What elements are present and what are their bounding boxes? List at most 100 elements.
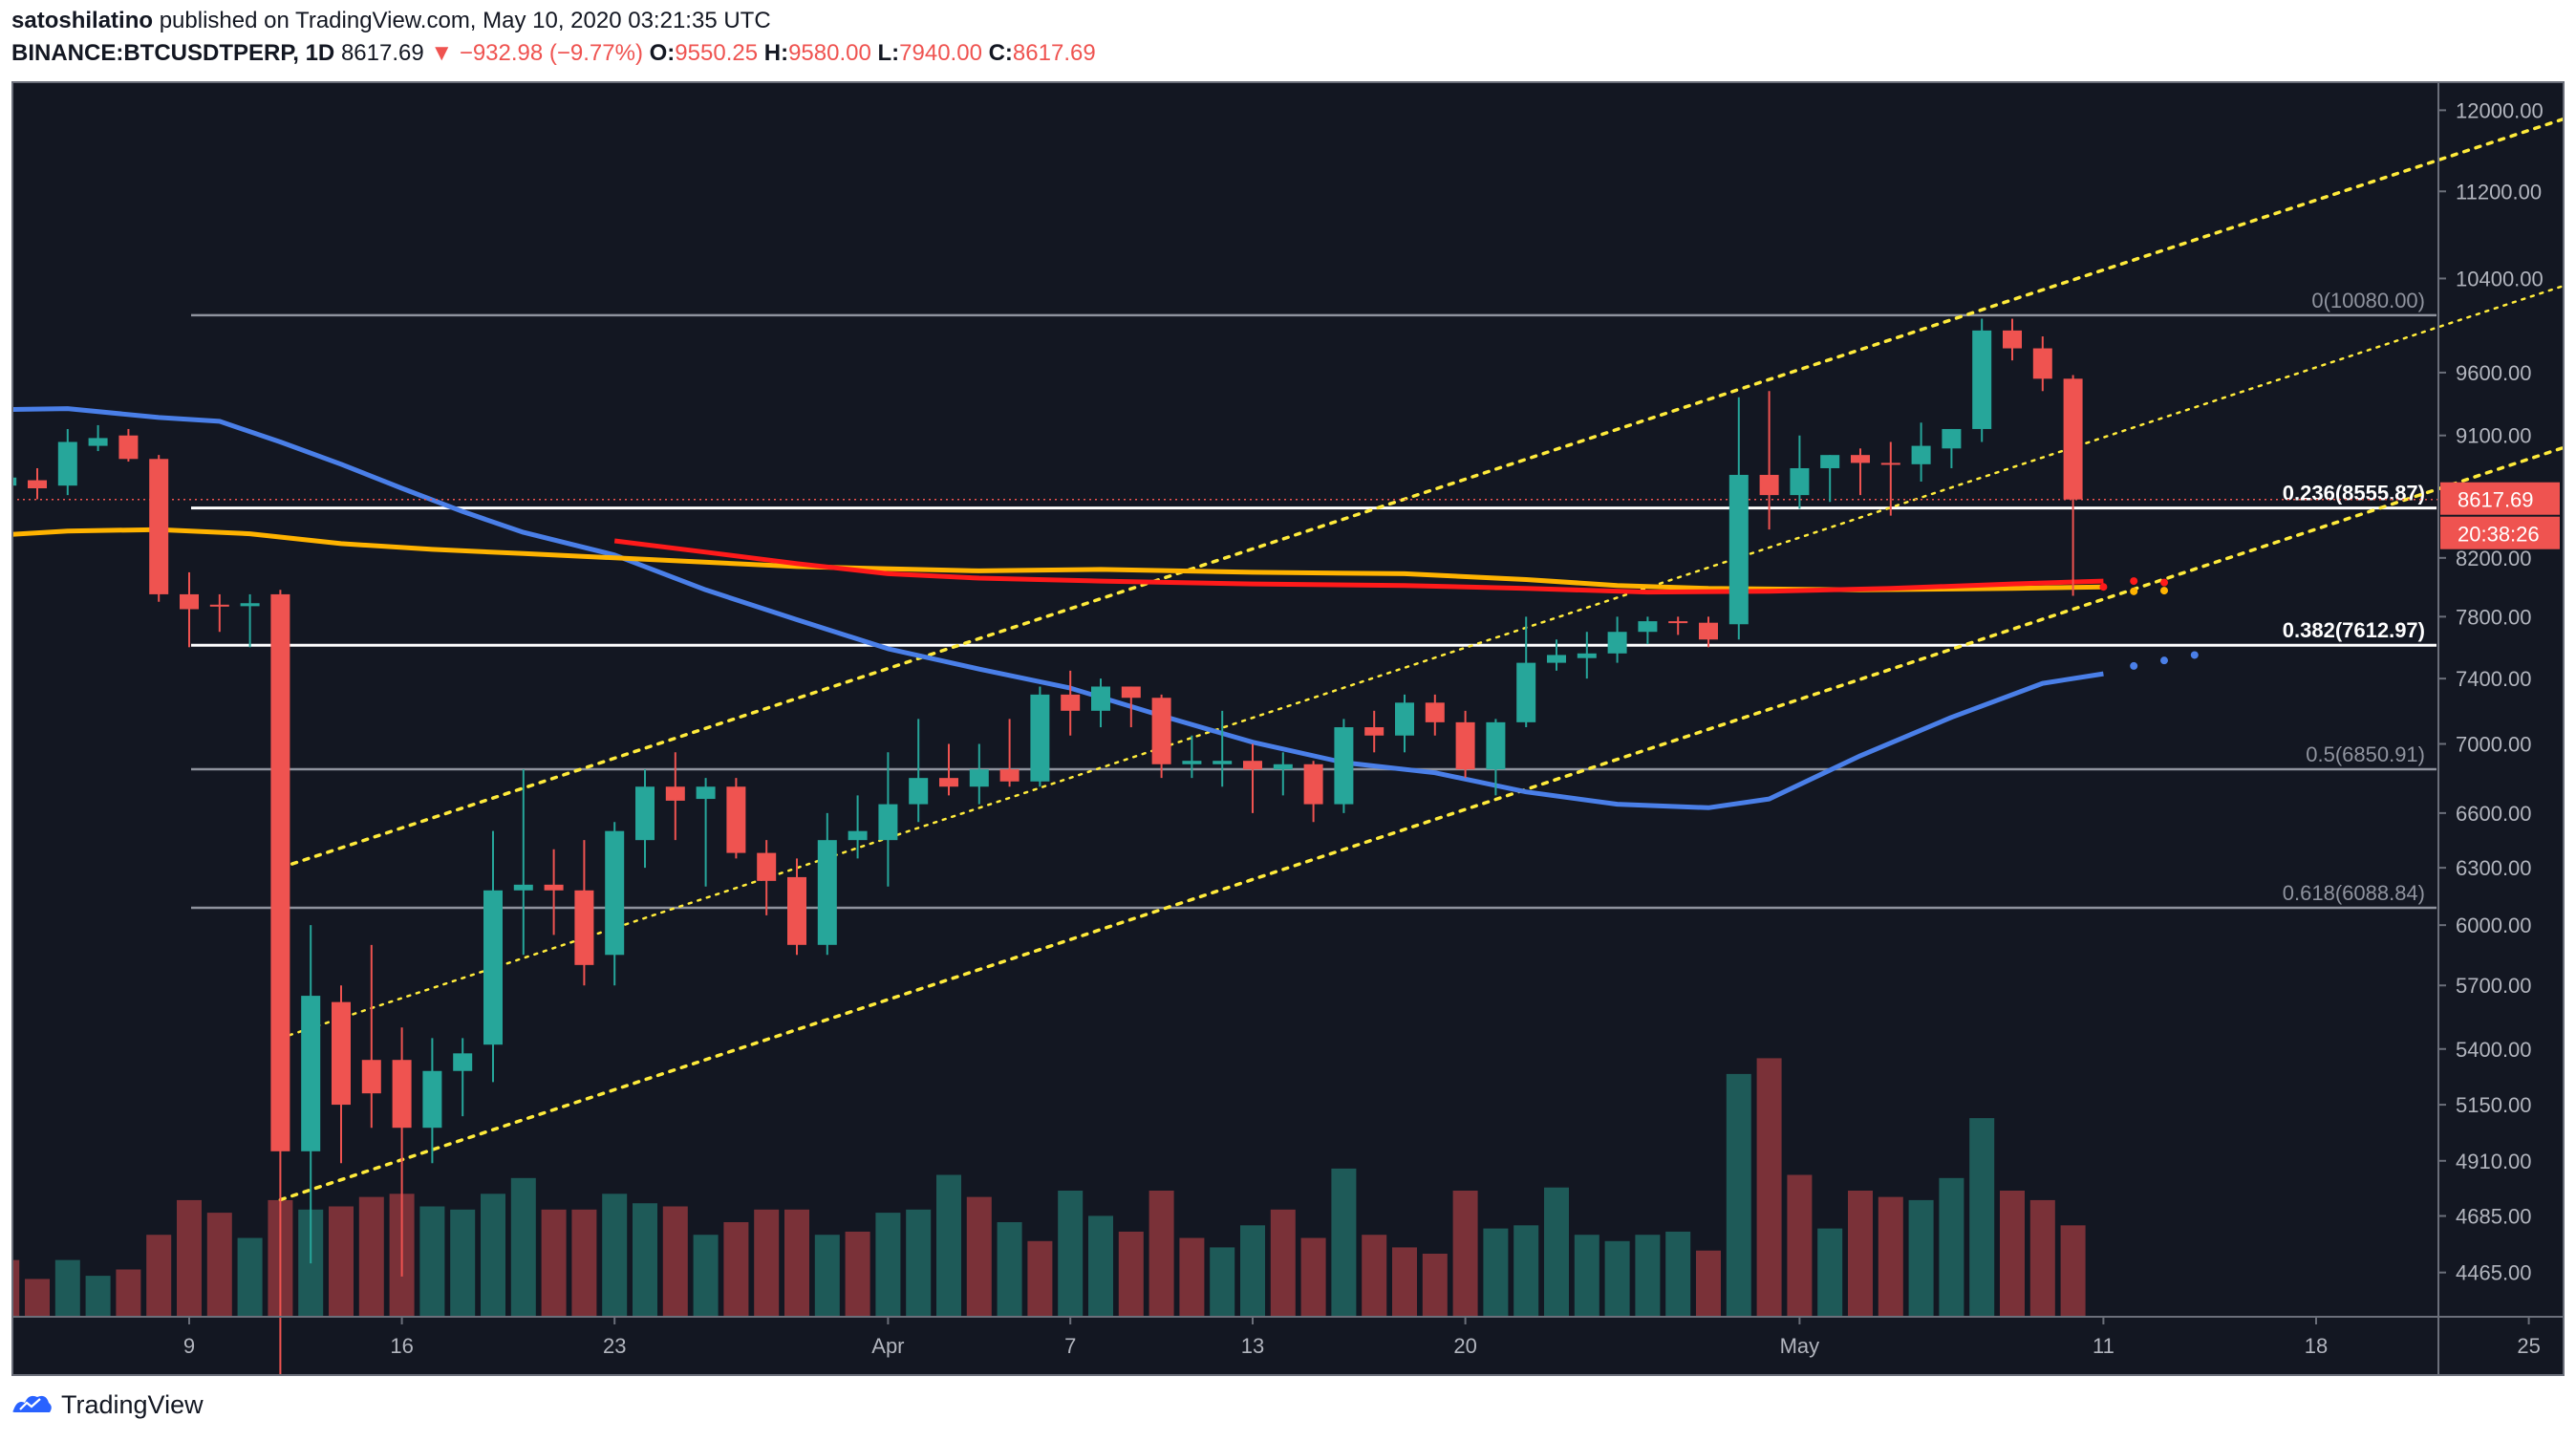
time-tick-label: May [1780, 1334, 1820, 1358]
close-label: C: [988, 40, 1013, 66]
candle-body [1273, 764, 1293, 770]
volume-bar [206, 1213, 232, 1317]
fib-level-label: 0.5(6850.91) [2306, 742, 2425, 766]
time-tick-label: 18 [2305, 1334, 2328, 1358]
candle-body [635, 786, 655, 841]
price-tick-label: 6600.00 [2456, 802, 2532, 826]
time-tick-label: 13 [1241, 1334, 1264, 1358]
volume-bar [845, 1231, 870, 1317]
candle-body [1699, 622, 1718, 640]
candle-body [1061, 694, 1081, 711]
candle-body [1091, 686, 1110, 711]
candle-body [1547, 655, 1566, 663]
candle-body [787, 876, 806, 945]
candle-body [1151, 698, 1171, 764]
price-tick-label: 5700.00 [2456, 974, 2532, 998]
candle-body [969, 769, 989, 787]
volume-bar [997, 1222, 1022, 1317]
candle-body [999, 769, 1020, 782]
candle-body [1364, 727, 1385, 736]
countdown-label: 20:38:26 [2458, 523, 2540, 547]
ma-projection-dot [2130, 577, 2138, 586]
ma-projection-dot [2160, 587, 2168, 595]
volume-bar [1513, 1225, 1539, 1317]
candle-body [11, 477, 17, 486]
volume-bar [875, 1213, 901, 1317]
volume-bar [1635, 1235, 1661, 1317]
footer-branding: TradingView [11, 1386, 204, 1424]
candle-body [361, 1060, 381, 1094]
tradingview-logo-icon[interactable] [11, 1391, 54, 1418]
volume-bar [1483, 1228, 1509, 1317]
price-tick-label: 8200.00 [2456, 547, 2532, 570]
ma-projection-dot [2160, 656, 2168, 665]
volume-bar [1088, 1215, 1113, 1317]
candle-body [1790, 467, 1810, 496]
channel-line-upper [278, 117, 2565, 870]
last-price-tag [2440, 482, 2560, 515]
volume-bar [1362, 1235, 1387, 1317]
moving-average-red [613, 538, 2104, 595]
price-tick-label: 4910.00 [2456, 1150, 2532, 1173]
volume-bar [2000, 1191, 2025, 1317]
close-value: 8617.69 [1012, 40, 1096, 66]
candle-body [1425, 702, 1445, 722]
volume-bar [85, 1276, 111, 1317]
candle-body [696, 786, 716, 800]
candle-body [1851, 455, 1870, 463]
price-tick-label: 12000.00 [2456, 98, 2544, 122]
price-tick-label: 7000.00 [2456, 732, 2532, 756]
candle-body [1638, 621, 1658, 633]
brand-name[interactable]: TradingView [61, 1389, 204, 1419]
volume-bar [358, 1196, 384, 1317]
volume-bar [1300, 1237, 1326, 1317]
time-axis[interactable]: 91623Apr71320May111825Jun [11, 1316, 2565, 1358]
volume-bar [784, 1209, 809, 1317]
price-chart[interactable]: 0(10080.00) 0.236(8555.87) 0.382(7612.97) 0… [11, 81, 2565, 1376]
candle-body [1911, 445, 1931, 464]
volume-bar [237, 1237, 263, 1317]
candle-body [848, 830, 868, 841]
fib-level-label: 0(10080.00) [2311, 289, 2425, 312]
volume-bar [1665, 1231, 1691, 1317]
price-tick-label: 4465.00 [2456, 1261, 2532, 1285]
candle-body [2003, 330, 2022, 349]
candle-body [422, 1070, 442, 1129]
volume-bar [481, 1194, 505, 1317]
volume-bar [2060, 1225, 2086, 1317]
symbol-name[interactable]: BINANCE:BTCUSDTPERP, 1D [11, 40, 335, 66]
time-tick-label: 23 [603, 1334, 626, 1358]
volume-bar [1118, 1231, 1144, 1317]
price-tick-label: 7800.00 [2456, 605, 2532, 629]
candle-body [88, 438, 108, 446]
candle-body [453, 1053, 473, 1071]
channel-line-lower [278, 445, 2565, 1202]
author-name[interactable]: satoshilatino [11, 8, 154, 33]
candle-body [149, 459, 169, 594]
volume-bar [1756, 1058, 1782, 1317]
time-tick-label: 11 [2093, 1334, 2114, 1358]
fib-level-label: 0.618(6088.84) [2283, 881, 2425, 905]
channel-line-middle [279, 284, 2565, 1040]
fib-level-label: 0.236(8555.87) [2283, 482, 2425, 505]
candlestick-series [11, 318, 2083, 1376]
ma-projection-dot [2130, 587, 2138, 595]
volume-bar [571, 1209, 597, 1317]
candle-body [1303, 764, 1323, 805]
volume-bar [1604, 1240, 1630, 1317]
candle-body [1243, 761, 1262, 770]
volume-bar [936, 1174, 961, 1317]
ma-projection-dot [2190, 651, 2199, 659]
candle-body [1121, 686, 1141, 699]
published-text: published on TradingView.com, May 10, 20… [159, 8, 771, 33]
open-value: 9550.25 [675, 40, 759, 66]
candle-body [1213, 761, 1233, 764]
candle-body [1668, 621, 1688, 624]
volume-bar [1908, 1199, 1934, 1317]
price-tick-label: 5400.00 [2456, 1038, 2532, 1062]
candle-body [1577, 653, 1597, 658]
time-tick-label: 7 [1064, 1334, 1076, 1358]
price-axis[interactable]: 12000.00 11200.00 10400.00 9600.00 9100.00 82… [11, 81, 2565, 1376]
parallel-channel[interactable] [278, 100, 2565, 1202]
candle-body [240, 603, 260, 607]
